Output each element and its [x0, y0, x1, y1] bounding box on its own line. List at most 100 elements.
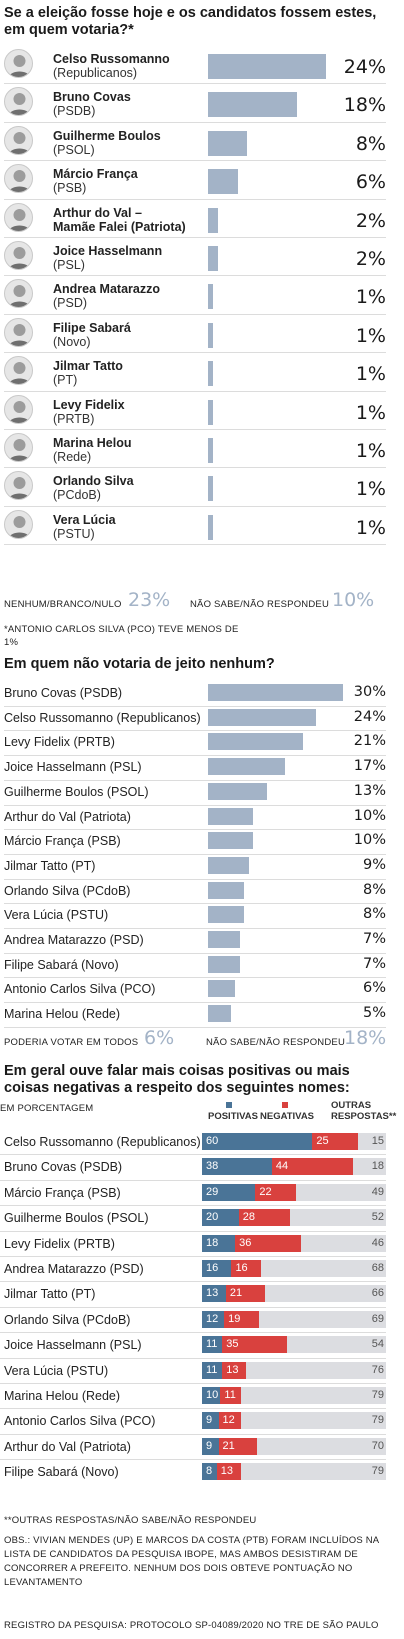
candidate-name: Filipe Sabará	[53, 320, 131, 335]
negative-segment: 28	[238, 1209, 291, 1227]
rejection-bar	[208, 758, 285, 776]
row-divider	[0, 1357, 386, 1359]
vote-pct: 18%	[343, 94, 386, 117]
positive-segment: 11	[202, 1361, 223, 1379]
vote-pct: 6%	[355, 171, 386, 194]
row-divider	[4, 160, 386, 162]
vote-bar	[208, 361, 213, 387]
legend-other-label-1: OUTRAS	[331, 1100, 372, 1111]
row-divider	[0, 1408, 386, 1410]
s1-footer-left-label: NENHUM/BRANCO/NULO	[4, 599, 122, 610]
vote-bar	[208, 322, 213, 348]
candidate-photo	[4, 394, 33, 424]
negative-segment: 11	[220, 1387, 241, 1404]
section3-title: Em geral ouve falar mais coisas positiva…	[4, 1063, 350, 1096]
rejection-pct: 8%	[362, 906, 386, 923]
vote-pct: 24%	[343, 56, 386, 78]
s2-footer-right-label: NÃO SABE/NÃO RESPONDEU	[206, 1037, 346, 1048]
rejection-pct: 13%	[353, 782, 386, 799]
row-divider	[4, 198, 386, 200]
candidate-photo	[4, 164, 33, 194]
rejection-bar	[208, 1005, 231, 1023]
vote-bar	[208, 438, 213, 463]
candidate-name: Bruno Covas	[53, 90, 131, 105]
row-divider	[4, 313, 386, 315]
vote-bar	[208, 54, 326, 79]
row-divider	[0, 1256, 386, 1257]
row-divider	[4, 544, 386, 546]
rejection-pct: 6%	[362, 980, 386, 997]
sentiment-label: Arthur do Val (Patriota)	[4, 1439, 131, 1454]
sentiment-label: Guilherme Boulos (PSOL)	[4, 1211, 149, 1226]
rejection-label: Joice Hasselmann (PSL)	[4, 760, 142, 775]
candidate-name: Andrea Matarazzo	[53, 282, 160, 297]
row-divider	[0, 1281, 386, 1283]
rejection-label: Guilherme Boulos (PSOL)	[4, 784, 149, 799]
other-segment: 52	[290, 1209, 386, 1227]
sentiment-label: Filipe Sabará (Novo)	[4, 1465, 119, 1480]
positive-segment: 60	[202, 1133, 313, 1150]
rejection-bar	[208, 881, 244, 899]
rejection-pct: 7%	[362, 955, 386, 972]
s1-footer-left-value: 23%	[128, 589, 171, 611]
candidate-photo	[4, 317, 33, 347]
candidate-photo	[4, 509, 33, 539]
other-segment: 70	[257, 1437, 386, 1455]
rejection-label: Vera Lúcia (PSTU)	[4, 908, 109, 923]
row-divider	[0, 1179, 386, 1181]
candidate-party: (Rede)	[53, 450, 92, 464]
positive-segment: 11	[202, 1336, 223, 1354]
positive-segment: 8	[202, 1463, 217, 1481]
candidate-name: Guilherme Boulos	[53, 128, 161, 143]
candidate-name: Celso Russomanno	[53, 52, 170, 66]
candidate-photo	[4, 471, 33, 501]
sentiment-label: Antonio Carlos Silva (PCO)	[4, 1414, 156, 1429]
row-divider	[0, 1154, 386, 1156]
rejection-pct: 30%	[353, 684, 386, 700]
row-divider	[4, 853, 386, 855]
row-divider	[4, 505, 386, 507]
s2-footer-right-value: 18%	[344, 1027, 387, 1049]
candidate-party: (PRTB)	[53, 411, 95, 426]
legend-positive-label: POSITIVAS	[208, 1111, 258, 1122]
vote-bar	[208, 169, 238, 195]
rejection-bar	[208, 980, 235, 998]
vote-pct: 1%	[355, 440, 386, 462]
row-divider	[4, 878, 386, 880]
positive-segment: 16	[202, 1260, 232, 1277]
row-divider	[4, 237, 386, 238]
other-segment: 68	[260, 1260, 386, 1277]
sentiment-label: Orlando Silva (PCdoB)	[4, 1312, 131, 1327]
candidate-photo	[4, 125, 33, 155]
rejection-bar	[208, 708, 316, 726]
row-divider	[0, 1332, 386, 1334]
rejection-label: Filipe Sabará (Novo)	[4, 957, 119, 972]
candidate-name: Orlando Silva	[53, 474, 134, 489]
vote-pct: 8%	[355, 132, 386, 155]
rejection-bar	[208, 906, 244, 924]
negative-segment: 35	[222, 1336, 287, 1354]
other-segment: 54	[286, 1336, 386, 1354]
candidate-name: Joice Hasselmann	[53, 244, 163, 258]
positive-segment: 13	[202, 1285, 226, 1303]
rejection-pct: 21%	[353, 733, 386, 750]
rejection-label: Celso Russomanno (Republicanos)	[4, 710, 201, 725]
vote-pct: 1%	[355, 363, 386, 386]
vote-bar	[208, 284, 213, 310]
rejection-pct: 10%	[353, 807, 386, 824]
s1-note-line1: *ANTONIO CARLOS SILVA (PCO) TEVE MENOS D…	[4, 624, 239, 635]
rejection-pct: 5%	[362, 1005, 386, 1022]
candidate-party: (PSDB)	[53, 104, 96, 119]
other-segment: 79	[240, 1387, 386, 1404]
row-divider	[0, 1205, 386, 1207]
row-divider	[4, 352, 386, 354]
negative-segment: 44	[271, 1158, 353, 1176]
s2-footer-left-label: PODERIA VOTAR EM TODOS	[4, 1037, 139, 1048]
sentiment-label: Jilmar Tatto (PT)	[4, 1287, 96, 1302]
positive-segment: 9	[202, 1412, 219, 1430]
row-divider	[0, 1433, 386, 1435]
negative-segment: 12	[218, 1412, 241, 1430]
other-segment: 66	[264, 1285, 386, 1303]
row-divider	[0, 1459, 386, 1461]
row-divider	[4, 755, 386, 757]
